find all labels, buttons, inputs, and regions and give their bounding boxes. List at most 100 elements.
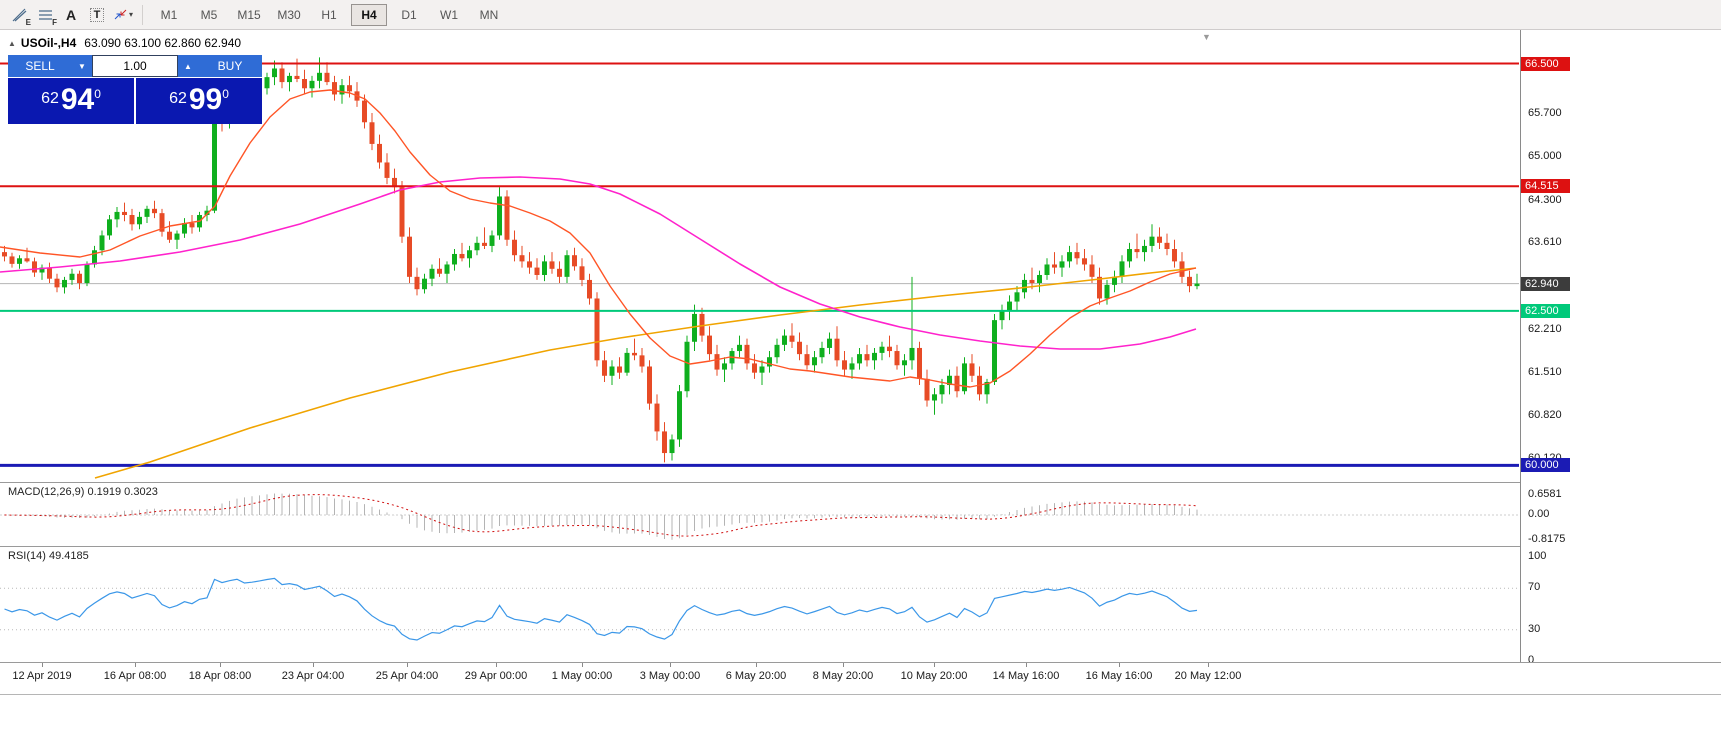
buy-price-display[interactable]: 62 99 0 [136,78,262,124]
candle [849,363,855,370]
candle [189,223,195,228]
candles-layer [2,57,1200,463]
macd-header: MACD(12,26,9) 0.1919 0.3023 [8,486,158,498]
candle [692,313,697,342]
timeframe-m1-button[interactable]: M1 [160,7,178,22]
candle [992,320,997,382]
candle [1067,252,1072,262]
time-axis-label: 18 Apr 08:00 [188,670,252,682]
volume-input[interactable]: 1.00 [92,55,178,77]
buy-price-big: 99 [188,83,223,116]
timeframe-w1-button[interactable]: W1 [440,7,458,22]
candle [384,162,390,178]
candle [684,341,690,392]
time-axis[interactable]: 12 Apr 2019 16 Apr 08:00 18 Apr 08:00 23 Ap… [0,662,1721,694]
timeframe-bar: M1 M5 M15 M30 H1 H4 D1 W1 MN [149,3,509,26]
candle [1104,284,1110,299]
candle [272,68,277,78]
candle [647,366,652,404]
price-chart[interactable]: ▼ ▲ USOil-,H4 63.090 63.100 62.860 62.94… [0,30,1520,482]
candle [699,313,705,336]
candle [1134,249,1140,253]
timeframe-d1-button[interactable]: D1 [401,7,417,22]
text-icon[interactable]: A [65,6,77,23]
text-label-icon[interactable]: T [84,4,110,26]
candle [92,250,97,265]
candle [879,346,885,353]
volume-increase-button[interactable]: ▲ [178,55,198,77]
candle [519,255,525,262]
timeframe-m30-button[interactable]: M30 [277,7,301,22]
arrow-tools-icon[interactable]: ▾ [110,4,136,26]
candle [624,352,630,373]
candle [812,357,817,366]
candle [902,360,907,366]
candle [17,258,22,264]
candle [662,431,667,454]
time-axis-label: 14 May 16:00 [992,670,1060,682]
candle [287,75,292,83]
candle [122,211,127,216]
candle [857,354,862,364]
candle [69,273,75,280]
candlestick-chart[interactable] [0,30,1520,482]
candle [9,256,15,264]
candle [422,278,427,290]
price-line-badge: 66.500 [1521,56,1570,71]
candle [932,394,937,401]
candle [302,78,307,89]
buy-price-base: 62 [169,90,187,107]
rsi-chart[interactable] [0,547,1520,663]
candle [587,279,592,299]
time-axis-label: 25 Apr 04:00 [375,670,439,682]
candle [392,177,397,188]
candle [497,196,502,236]
candle [107,219,112,236]
candle [159,213,165,232]
candle [1142,245,1147,253]
candle [114,211,120,220]
candle [182,223,187,234]
candle [572,255,577,267]
time-axis-tick [220,663,221,667]
sell-price-display[interactable]: 62 94 0 [8,78,134,124]
symbol-name: USOil-,H4 [20,36,77,50]
timeframe-h1-button[interactable]: H1 [321,7,337,22]
time-axis-tick [42,663,43,667]
candle [557,268,562,277]
price-line-badge: 60.000 [1521,458,1570,473]
macd-chart[interactable] [0,483,1520,547]
candle [84,264,90,284]
macd-axis-label: -0.8175 [1528,532,1566,545]
sell-button[interactable]: SELL [8,55,72,77]
candle [602,360,607,376]
price-axis[interactable]: 65.700 65.000 64.300 63.610 62.210 61.510 60.8… [1520,30,1721,694]
timeframe-m5-button[interactable]: M5 [200,7,218,22]
candle [474,242,480,251]
rsi-axis-label: 70 [1528,581,1541,594]
timeframe-h4-button[interactable]: H4 [351,3,387,26]
timeframe-mn-button[interactable]: MN [479,7,499,22]
candle [174,233,180,240]
fibonacci-retracement-icon[interactable]: F [32,4,58,27]
candle [842,360,847,370]
one-click-trading-panel: SELL ▼ 1.00 ▲ BUY 62 94 0 62 99 0 [8,55,262,124]
price-axis-label: 61.510 [1528,366,1562,379]
chart-shift-marker-icon[interactable]: ▼ [1202,32,1211,42]
candle [999,310,1005,321]
volume-decrease-button[interactable]: ▼ [72,55,92,77]
candle [32,261,37,273]
equidistant-channel-icon[interactable]: E [6,4,32,27]
candle [827,338,832,348]
ma-medium-line [0,176,1197,350]
oneclick-collapse-icon[interactable]: ▲ [8,38,16,48]
timeframe-m15-button[interactable]: M15 [237,7,261,22]
price-line-badge: 62.500 [1521,303,1570,318]
sell-price-big: 94 [60,83,95,116]
candle [504,196,510,240]
candle [39,267,45,273]
candle [917,347,922,379]
candle [909,347,915,361]
rsi-axis-label: 30 [1528,622,1541,635]
buy-button[interactable]: BUY [198,55,262,77]
